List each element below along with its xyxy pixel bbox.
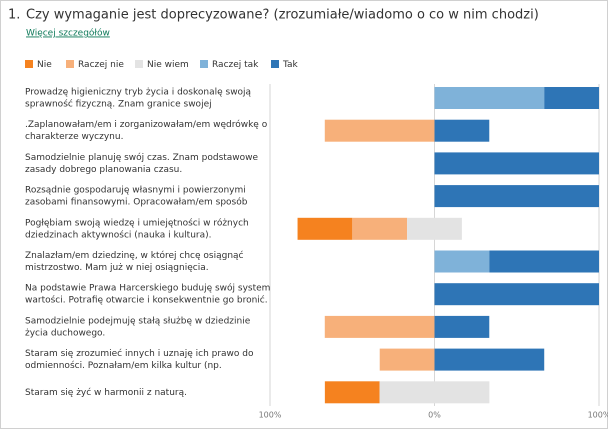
bar-segment	[324, 381, 380, 404]
legend-label: Raczej tak	[212, 60, 259, 70]
category-label: dziedzinach aktywności (nauka i kultura)…	[25, 229, 211, 240]
category-label: Na podstawie Prawa Harcerskiego buduję s…	[25, 283, 270, 294]
category-label: Staram się zrozumieć innych i uznaję ich…	[25, 348, 254, 359]
category-label: Staram się żyć w harmonii z naturą.	[25, 387, 187, 398]
bar-segment	[379, 348, 435, 371]
bar-segment	[489, 250, 599, 273]
legend-label: Raczej nie	[78, 60, 124, 70]
category-label: Rozsądnie gospodaruję własnymi i powierz…	[25, 186, 246, 196]
bar-segment	[434, 119, 490, 142]
question-number: 1.	[8, 8, 20, 23]
category-label: zasady dobrego planowania czasu.	[25, 165, 182, 175]
bar-segment	[434, 315, 490, 338]
bar-segment	[297, 217, 353, 240]
bar-segment	[544, 87, 599, 109]
category-label: .Zaplanowałam/em i zorganizowałam/em węd…	[25, 119, 268, 130]
bar-segment	[379, 381, 490, 404]
category-label: wartości. Potrafię otwarcie i konsekwent…	[25, 295, 268, 306]
legend-label: Nie wiem	[147, 60, 189, 70]
x-tick-label: 100%	[588, 411, 608, 420]
legend-swatch	[66, 60, 74, 68]
category-label: charakterze wyczynu.	[25, 132, 123, 142]
category-label: mistrzostwo. Mam już w niej osiągnięcia.	[25, 263, 209, 273]
bar-segment	[324, 119, 435, 142]
category-label: zasobami finansowymi. Opracowałam/em spo…	[25, 197, 248, 208]
x-tick-label: 0%	[428, 411, 441, 420]
category-label: Samodzielnie planuję swój czas. Znam pod…	[25, 152, 259, 163]
bar-segment	[434, 152, 599, 175]
category-label: Samodzielnie podejmuję stałą służbę w dz…	[25, 316, 251, 326]
legend-label: Nie	[37, 60, 52, 70]
chart-title: Czy wymaganie jest doprecyzowane? (zrozu…	[26, 8, 539, 23]
bar-segment	[434, 250, 490, 273]
category-label: sprawność fizyczną. Znam granice swojej	[25, 99, 212, 110]
bar-segment	[434, 283, 599, 306]
details-link[interactable]: Więcej szczegółów	[26, 28, 110, 39]
bar-segment	[324, 315, 435, 338]
category-label: Pogłębiam swoją wiedzę i umiejętności w …	[25, 217, 249, 228]
legend-swatch	[200, 60, 208, 68]
bar-segment	[352, 217, 408, 240]
bar-segment	[407, 217, 462, 240]
category-label: Prowadzę higieniczny tryb życia i doskon…	[25, 88, 252, 98]
bar-segment	[434, 185, 599, 208]
legend-label: Tak	[282, 60, 299, 70]
legend-swatch	[271, 60, 279, 68]
category-label: odmienności. Poznałam/em kilka kultur (n…	[25, 360, 222, 371]
legend-swatch	[25, 60, 33, 68]
legend-swatch	[135, 60, 143, 68]
bar-segment	[434, 87, 545, 109]
category-label: Znalazłam/em dziedzinę, w której chcę os…	[25, 250, 244, 261]
bar-segment	[434, 348, 545, 371]
x-tick-label: 100%	[259, 411, 282, 420]
category-label: życia duchowego.	[25, 328, 105, 338]
